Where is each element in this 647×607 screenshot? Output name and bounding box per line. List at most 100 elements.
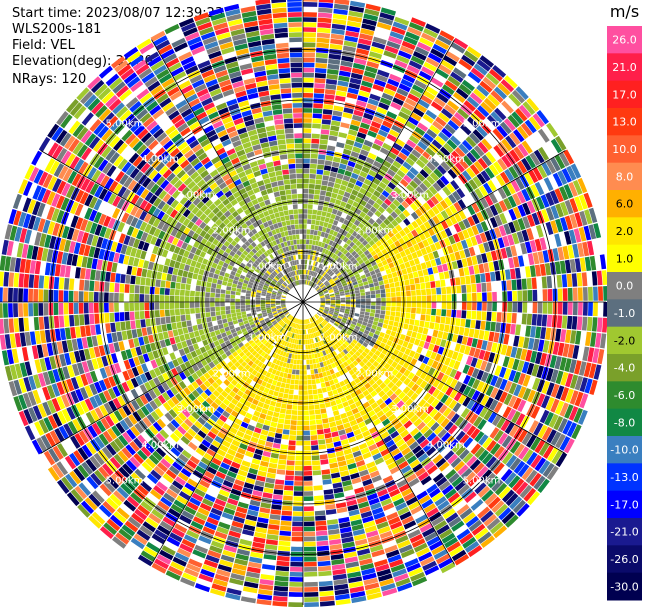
velocity-bin [409,337,416,344]
velocity-bin [355,100,367,108]
velocity-bin [294,465,303,471]
velocity-bin [399,263,406,270]
velocity-bin [175,282,181,290]
velocity-bin [365,229,372,236]
velocity-bin [307,209,313,215]
velocity-bin [324,318,330,323]
velocity-bin [410,237,417,246]
velocity-bin [426,128,438,139]
velocity-bin [270,421,278,428]
velocity-bin [488,192,498,204]
velocity-bin [380,202,389,210]
velocity-bin [363,139,373,148]
velocity-bin [336,282,342,287]
velocity-bin [448,359,456,368]
velocity-bin [144,286,150,294]
velocity-bin [501,155,512,168]
velocity-bin [443,450,455,461]
velocity-bin [518,104,532,119]
velocity-bin [69,278,75,290]
velocity-bin [316,530,328,536]
velocity-bin [430,48,445,59]
velocity-bin [509,424,519,437]
velocity-bin [441,374,449,384]
velocity-bin [417,398,427,408]
velocity-bin [386,133,397,142]
velocity-bin [426,288,432,295]
velocity-bin [397,506,410,516]
velocity-bin [284,388,290,394]
velocity-bin [522,290,528,302]
velocity-bin [361,351,368,358]
velocity-bin [568,182,578,197]
velocity-bin [407,380,415,389]
velocity-bin [55,328,62,341]
velocity-bin [505,514,519,528]
velocity-bin [220,310,226,315]
velocity-bin [512,302,518,313]
velocity-bin [236,288,242,293]
velocity-bin [311,276,314,282]
velocity-bin [373,281,379,287]
velocity-bin [348,10,364,18]
velocity-bin [598,286,603,301]
velocity-bin [516,160,528,174]
velocity-bin [467,71,482,84]
velocity-bin [387,151,397,160]
velocity-bin [313,103,323,109]
velocity-bin [18,273,25,288]
velocity-bin [394,232,402,240]
velocity-bin [323,273,328,278]
velocity-bin [270,452,279,459]
velocity-bin [512,193,522,206]
velocity-bin [370,121,382,129]
velocity-bin [322,226,327,233]
velocity-bin [388,335,395,342]
velocity-bin [164,302,170,310]
velocity-bin [268,519,280,525]
velocity-bin [186,320,192,327]
velocity-bin [126,330,133,340]
velocity-bin [419,169,429,179]
velocity-bin [285,414,292,420]
velocity-bin [255,306,261,310]
velocity-bin [494,377,503,389]
velocity-bin [375,293,381,298]
velocity-bin [271,416,279,423]
velocity-bin [450,135,461,146]
velocity-bin [448,194,457,204]
velocity-bin [156,271,163,280]
velocity-bin [387,324,393,331]
velocity-bin [491,479,504,492]
velocity-bin [310,430,317,436]
velocity-bin [329,310,334,314]
velocity-bin [398,358,406,366]
velocity-bin [372,418,382,426]
velocity-bin [467,545,483,558]
velocity-bin [304,571,318,577]
velocity-bin [535,351,543,365]
velocity-bin [555,452,568,468]
velocity-bin [18,303,24,317]
velocity-bin [411,383,419,392]
velocity-bin [536,314,542,326]
velocity-bin [508,93,522,107]
velocity-bin [277,464,286,470]
velocity-bin [572,180,583,195]
velocity-bin [327,524,339,530]
velocity-bin [504,380,513,393]
velocity-bin [303,183,309,189]
velocity-bin [389,73,402,83]
velocity-bin [391,26,406,36]
velocity-bin [493,260,500,271]
velocity-bin [58,303,64,315]
velocity-bin [192,325,199,332]
velocity-bin [468,519,483,532]
velocity-bin [476,283,482,293]
velocity-bin [419,320,425,328]
velocity-bin [339,291,345,294]
velocity-bin [337,347,343,353]
velocity-bin [450,457,462,468]
velocity-bin [448,424,458,435]
velocity-bin [322,109,333,115]
